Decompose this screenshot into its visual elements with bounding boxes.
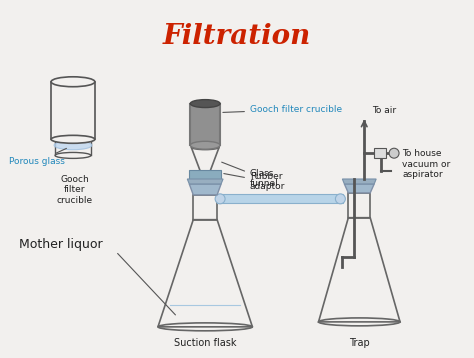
Text: Filtration: Filtration <box>163 23 311 50</box>
Circle shape <box>215 194 225 204</box>
Polygon shape <box>342 179 376 184</box>
Ellipse shape <box>51 77 95 87</box>
Text: To house
vacuum or
aspirator: To house vacuum or aspirator <box>402 149 450 179</box>
Circle shape <box>336 194 346 204</box>
Text: Rubber
adaptor: Rubber adaptor <box>224 172 285 192</box>
Text: Trap: Trap <box>349 338 370 348</box>
Circle shape <box>389 148 399 158</box>
Polygon shape <box>217 194 343 203</box>
Text: Mother liquor: Mother liquor <box>19 238 103 251</box>
Polygon shape <box>374 148 386 158</box>
Ellipse shape <box>54 141 92 150</box>
Ellipse shape <box>55 153 91 158</box>
Polygon shape <box>189 184 221 195</box>
Polygon shape <box>187 179 223 184</box>
Text: Gooch
filter
crucible: Gooch filter crucible <box>57 175 93 205</box>
Polygon shape <box>189 170 221 180</box>
Text: Glass
funnel: Glass funnel <box>222 162 279 188</box>
Ellipse shape <box>190 141 220 149</box>
Ellipse shape <box>190 100 220 107</box>
Text: Porous glass: Porous glass <box>9 149 66 166</box>
Text: Suction flask: Suction flask <box>174 338 237 348</box>
Ellipse shape <box>51 135 95 143</box>
Ellipse shape <box>191 145 219 150</box>
Text: To air: To air <box>372 106 396 115</box>
Polygon shape <box>345 184 374 193</box>
Polygon shape <box>190 103 220 145</box>
Text: Gooch filter crucible: Gooch filter crucible <box>223 105 342 114</box>
